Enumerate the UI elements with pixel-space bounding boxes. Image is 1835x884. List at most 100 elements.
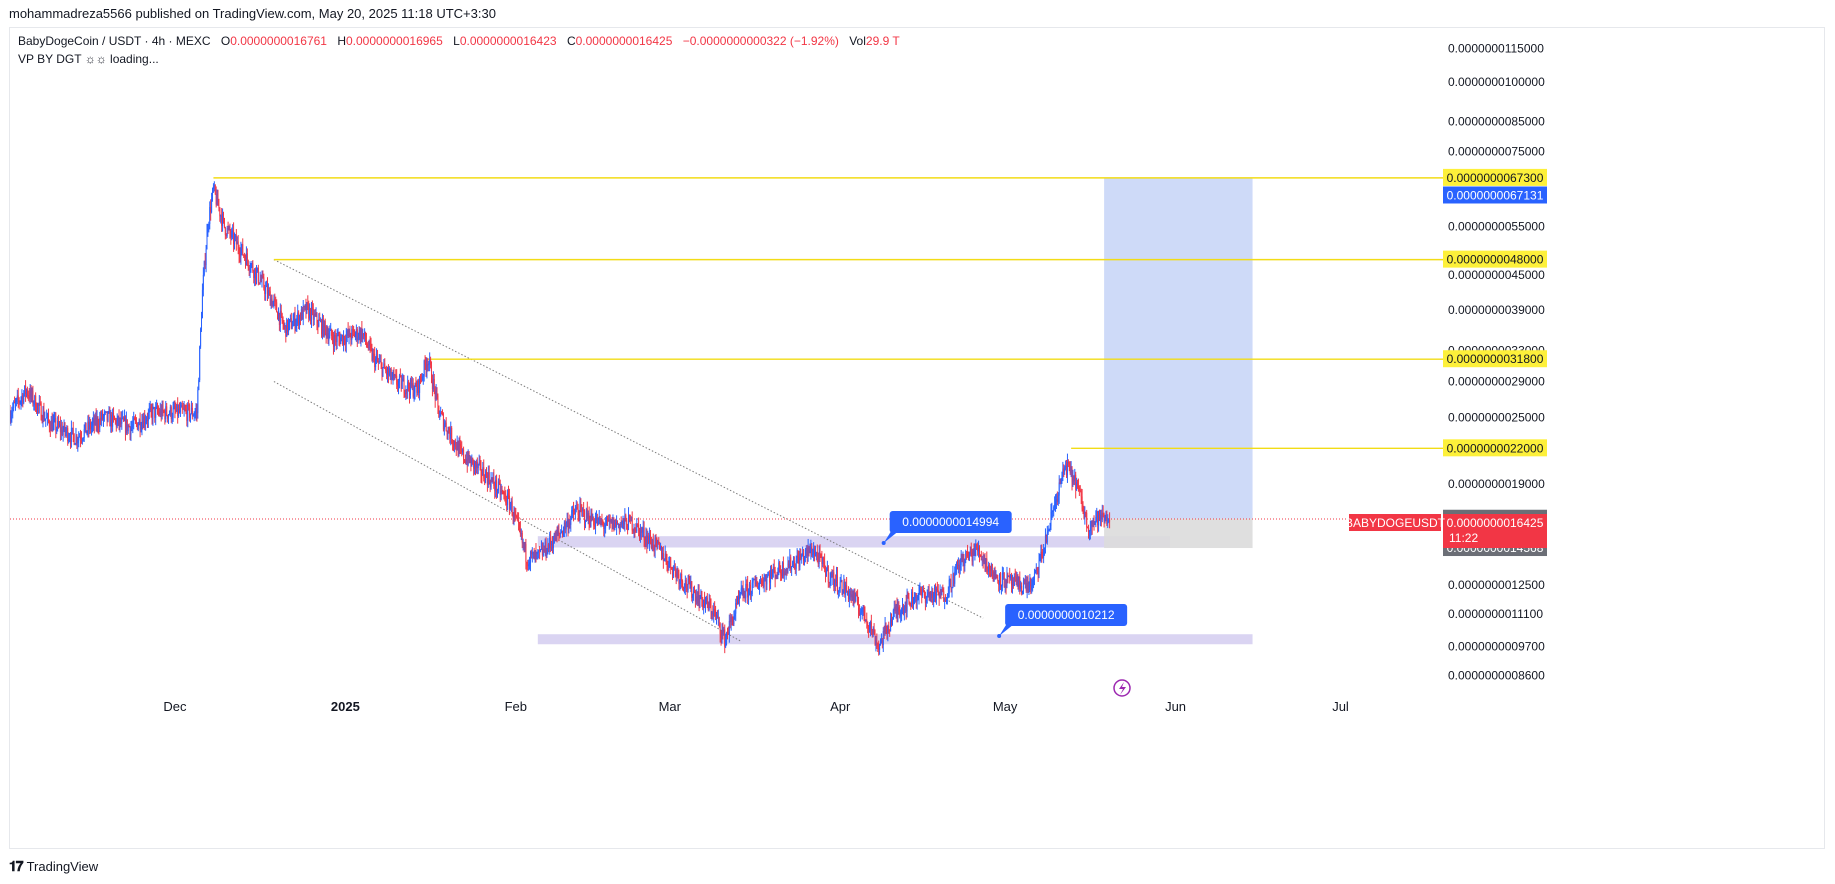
candle-body (378, 361, 380, 363)
candle-body (44, 419, 46, 421)
candle-body (809, 551, 811, 554)
candle-body (758, 586, 760, 589)
candle-body (93, 418, 95, 426)
candle-body (458, 443, 460, 456)
indicator-legend[interactable]: VP BY DGT ☼☼ loading... (18, 52, 159, 66)
candle-body (580, 504, 582, 508)
candle-body (351, 329, 353, 340)
candle-body (628, 515, 630, 517)
candle-body (607, 518, 609, 522)
candle-body (921, 592, 923, 596)
candle-body (802, 553, 804, 556)
candle-body (967, 555, 969, 561)
candle-body (175, 410, 177, 412)
price-callout[interactable] (1005, 603, 1128, 626)
footer-brand[interactable]: TradingView (26, 859, 99, 874)
chart-frame[interactable]: 0.0000000115000 0.0000000100000 0.00000000… (9, 27, 1825, 849)
candle-body (759, 582, 761, 587)
candle-body (931, 591, 933, 598)
candle-body (118, 415, 120, 425)
lightning-icon[interactable] (1113, 679, 1131, 697)
candle-body (979, 554, 981, 556)
candle-body (515, 515, 517, 517)
support-zone[interactable] (537, 634, 1253, 645)
candle-body (1063, 468, 1065, 472)
candle-body (469, 459, 471, 462)
candle-body (542, 548, 544, 556)
candle-body (563, 522, 565, 531)
candle-body (863, 605, 865, 613)
candle-body (277, 312, 279, 320)
candle-body (121, 417, 123, 424)
candle-body (991, 563, 993, 578)
candle-body (382, 367, 384, 376)
candle-body (407, 381, 409, 391)
candle-body (926, 596, 928, 598)
legend-symbol[interactable]: BabyDogeCoin / USDT · 4h · MEXC (18, 34, 211, 48)
candle-body (113, 416, 115, 420)
legend-low-value: 0.0000000016423 (459, 34, 557, 48)
support-zone[interactable] (537, 536, 1171, 548)
symbol-tag[interactable] (1349, 514, 1441, 532)
price-chart[interactable]: 0.0000000115000 0.0000000100000 0.00000000… (10, 28, 1826, 850)
tradingview-logo-icon[interactable]: 𝟏𝟕 (9, 858, 24, 874)
candle-body (58, 424, 60, 426)
candle-body (1027, 583, 1029, 591)
candle-body (1061, 475, 1063, 479)
candle-body (903, 607, 905, 614)
candle-body (386, 370, 388, 375)
candle-body (124, 417, 126, 433)
candle-body (1054, 504, 1056, 508)
candle-body (874, 633, 876, 645)
candle-body (160, 409, 162, 417)
candle-body (567, 519, 569, 530)
candle-body (613, 518, 615, 531)
candle-body (814, 549, 816, 556)
candle-body (63, 423, 65, 431)
candle-body (595, 517, 597, 521)
candle-body (527, 564, 529, 567)
candle-body (792, 561, 794, 567)
candle-body (489, 481, 491, 487)
candle-body (875, 641, 877, 645)
candle-body (305, 305, 307, 313)
candle-body (776, 574, 778, 576)
candle-body (573, 509, 575, 514)
candle-body (433, 378, 435, 388)
candle-body (678, 574, 680, 584)
price-callout[interactable] (889, 511, 1012, 534)
long-target-area[interactable] (1104, 178, 1253, 519)
candle-body (110, 414, 112, 427)
candle-body (437, 395, 439, 406)
candle-body (1065, 465, 1067, 468)
candle-body (440, 412, 442, 417)
candle-body (472, 458, 474, 460)
candle-body (718, 617, 720, 624)
candle-body (761, 580, 763, 585)
candle-body (681, 573, 683, 582)
candle-body (287, 319, 289, 332)
candle-body (439, 416, 441, 418)
candle-body (204, 261, 206, 266)
candle-body (638, 524, 640, 528)
long-stop-area[interactable] (1104, 518, 1253, 549)
candle-body (674, 566, 676, 570)
candle-body (191, 407, 193, 416)
channel-line[interactable] (273, 259, 984, 619)
candle-body (67, 428, 69, 442)
candle-body (866, 619, 868, 623)
candle-body (540, 549, 542, 552)
candle-body (181, 405, 183, 409)
candle-body (323, 321, 325, 336)
candle-body (934, 587, 936, 599)
candle-body (745, 584, 747, 599)
candle-body (109, 411, 111, 427)
candle-body (259, 279, 261, 284)
x-tick-label: Jul (1332, 699, 1349, 714)
candle-body (786, 568, 788, 570)
candle-body (460, 445, 462, 449)
candle-body (16, 395, 18, 399)
channel-line[interactable] (273, 381, 742, 642)
candle-body (1049, 526, 1051, 530)
candle-body (1087, 527, 1089, 529)
